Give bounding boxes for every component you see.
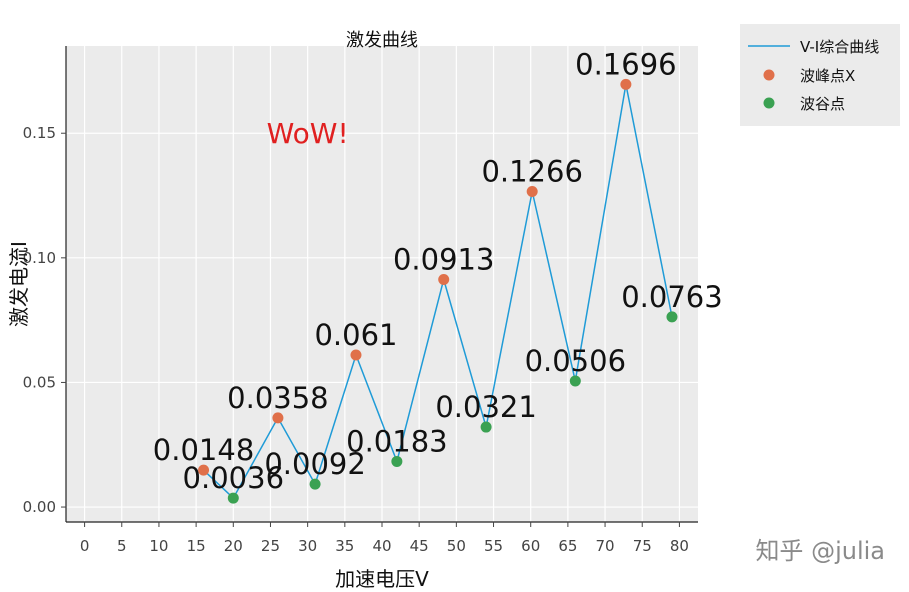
legend-peak-marker: [763, 69, 775, 81]
valley-point: [666, 311, 678, 323]
y-axis-label: 激发电流I: [7, 241, 31, 327]
y-tick-label: 0.05: [23, 373, 56, 391]
valley-point: [391, 455, 403, 467]
v-i-curve-line: [203, 84, 673, 500]
x-tick-label: 50: [447, 537, 466, 555]
valley-point: [309, 478, 321, 490]
peak-value-label: 0.061: [314, 318, 397, 352]
peak-point: [526, 186, 538, 198]
x-tick-label: 5: [117, 537, 127, 555]
x-tick-label: 15: [187, 537, 206, 555]
data-labels: 0.0148 0.0358 0.061 0.0913 0.1266 0.1696 0.003…: [153, 47, 723, 495]
legend-entry-line: V-I综合曲线: [800, 38, 879, 56]
peak-value-label: 0.0148: [153, 433, 254, 467]
valley-value-label: 0.0321: [435, 390, 536, 424]
valley-point: [227, 492, 239, 504]
x-tick-label: 60: [521, 537, 540, 555]
legend-valley-marker: [763, 97, 775, 109]
x-tick-label: 20: [224, 537, 243, 555]
x-tick-label: 75: [633, 537, 652, 555]
x-tick-label: 35: [335, 537, 354, 555]
valley-value-label: 0.0183: [346, 424, 447, 458]
legend-entry-valley: 波谷点: [800, 95, 845, 113]
x-tick-label: 30: [298, 537, 317, 555]
peak-value-label: 0.0358: [227, 381, 328, 415]
x-tick-label: 45: [410, 537, 429, 555]
y-axis-ticks: 0.00 0.05 0.10 0.15: [23, 124, 66, 516]
valley-point: [480, 421, 492, 433]
x-tick-label: 65: [558, 537, 577, 555]
annotation-wow: WoW!: [267, 117, 349, 150]
chart-title: 激发曲线: [346, 30, 418, 51]
peak-point: [198, 464, 210, 476]
x-tick-label: 25: [261, 537, 280, 555]
peak-value-label: 0.1266: [481, 155, 582, 189]
x-tick-label: 80: [670, 537, 689, 555]
peak-value-label: 0.1696: [575, 47, 676, 81]
peak-point: [620, 78, 632, 90]
peak-value-label: 0.0913: [393, 243, 494, 277]
legend-entry-peak: 波峰点X: [800, 67, 855, 85]
valley-value-label: 0.0092: [264, 447, 365, 481]
grid-lines: [66, 46, 698, 522]
peak-point: [438, 274, 450, 286]
x-tick-label: 55: [484, 537, 503, 555]
x-tick-label: 40: [372, 537, 391, 555]
valley-value-label: 0.0036: [183, 461, 284, 495]
y-tick-label: 0.15: [23, 124, 56, 142]
legend[interactable]: V-I综合曲线 波峰点X 波谷点: [740, 24, 900, 126]
valley-value-label: 0.0763: [621, 280, 722, 314]
valley-value-label: 0.0506: [525, 344, 626, 378]
x-axis-label: 加速电压V: [335, 567, 429, 591]
y-tick-label: 0.00: [23, 498, 56, 516]
y-tick-label: 0.10: [23, 249, 56, 267]
peak-point: [350, 349, 362, 361]
watermark: 知乎 @julia: [755, 537, 885, 565]
x-tick-label: 10: [149, 537, 168, 555]
x-axis-ticks: 0 5 10 15 20 25 30 35 40 45 50 55 60 65 70 75 80: [80, 522, 689, 555]
x-tick-label: 0: [80, 537, 90, 555]
peak-point: [272, 412, 284, 424]
valley-point: [569, 375, 581, 387]
series-layer: [198, 78, 678, 504]
x-tick-label: 70: [596, 537, 615, 555]
